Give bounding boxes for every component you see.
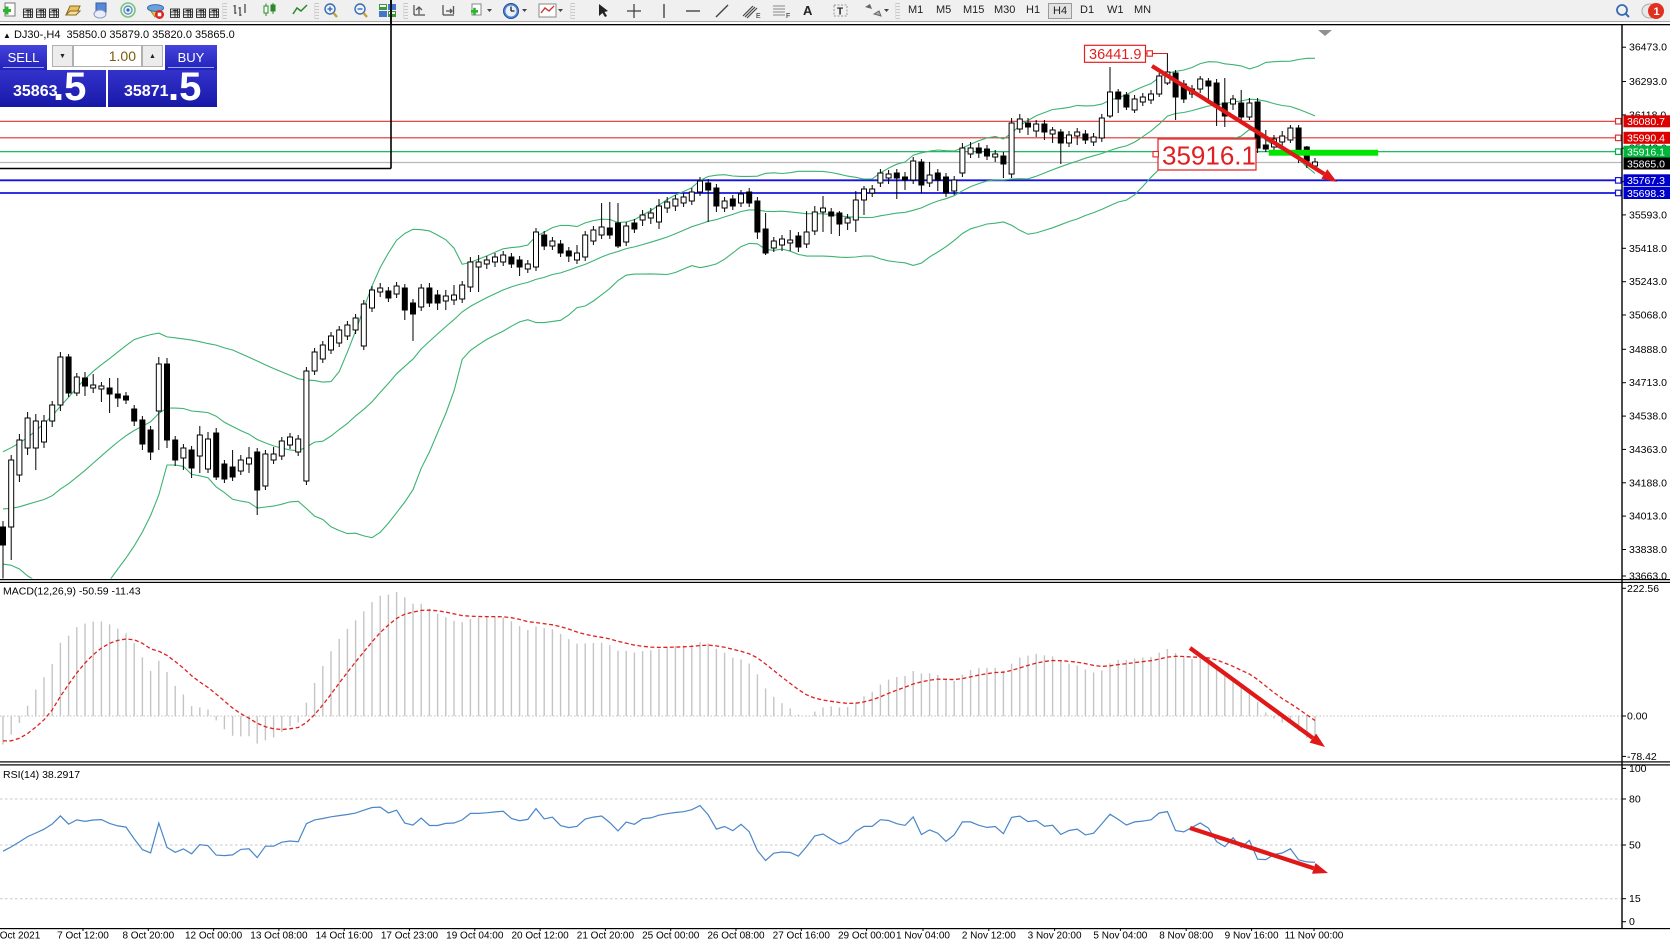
svg-text:3 Nov 20:00: 3 Nov 20:00 xyxy=(1028,931,1082,942)
svg-text:11 Nov 00:00: 11 Nov 00:00 xyxy=(1285,931,1344,942)
svg-text:7 Oct 12:00: 7 Oct 12:00 xyxy=(57,931,109,942)
svg-text:80: 80 xyxy=(1629,794,1641,806)
svg-text:35916.1: 35916.1 xyxy=(1162,141,1256,171)
svg-text:Oct 2021: Oct 2021 xyxy=(0,931,41,942)
svg-text:35418.0: 35418.0 xyxy=(1629,243,1667,255)
svg-text:5 Nov 04:00: 5 Nov 04:00 xyxy=(1093,931,1147,942)
svg-text:13 Oct 08:00: 13 Oct 08:00 xyxy=(250,931,308,942)
svg-text:29 Oct 00:00: 29 Oct 00:00 xyxy=(838,931,896,942)
svg-text:35068.0: 35068.0 xyxy=(1629,310,1667,322)
svg-text:34713.0: 34713.0 xyxy=(1629,377,1667,389)
svg-text:8 Nov 08:00: 8 Nov 08:00 xyxy=(1159,931,1213,942)
svg-text:35916.1: 35916.1 xyxy=(1627,147,1665,159)
svg-text:35243.0: 35243.0 xyxy=(1629,276,1667,288)
svg-text:15: 15 xyxy=(1629,893,1641,905)
svg-text:8 Oct 20:00: 8 Oct 20:00 xyxy=(122,931,174,942)
svg-text:12 Oct 00:00: 12 Oct 00:00 xyxy=(185,931,243,942)
svg-text:T: T xyxy=(837,7,843,18)
svg-text:35767.3: 35767.3 xyxy=(1627,175,1665,187)
svg-text:36441.9: 36441.9 xyxy=(1089,47,1141,63)
svg-text:36080.7: 36080.7 xyxy=(1627,116,1665,128)
svg-text:MACD(12,26,9) -50.59 -11.43: MACD(12,26,9) -50.59 -11.43 xyxy=(3,586,141,598)
svg-text:0: 0 xyxy=(1629,916,1635,928)
svg-text:19 Oct 04:00: 19 Oct 04:00 xyxy=(446,931,504,942)
svg-text:34888.0: 34888.0 xyxy=(1629,344,1667,356)
svg-text:34363.0: 34363.0 xyxy=(1629,444,1667,456)
svg-text:33663.0: 33663.0 xyxy=(1629,571,1667,583)
svg-text:F: F xyxy=(786,13,790,20)
svg-text:-78.42: -78.42 xyxy=(1627,751,1657,763)
svg-text:35698.3: 35698.3 xyxy=(1627,188,1665,200)
svg-text:35865.0: 35865.0 xyxy=(1627,158,1665,170)
svg-text:34538.0: 34538.0 xyxy=(1629,411,1667,423)
svg-text:0.00: 0.00 xyxy=(1627,711,1648,723)
svg-text:34188.0: 34188.0 xyxy=(1629,477,1667,489)
svg-text:2 Nov 12:00: 2 Nov 12:00 xyxy=(962,931,1016,942)
svg-text:222.56: 222.56 xyxy=(1627,583,1659,595)
svg-text:1 Nov 04:00: 1 Nov 04:00 xyxy=(896,931,950,942)
svg-text:36473.0: 36473.0 xyxy=(1629,42,1667,54)
svg-text:14 Oct 16:00: 14 Oct 16:00 xyxy=(316,931,374,942)
svg-text:RSI(14) 38.2917: RSI(14) 38.2917 xyxy=(3,769,80,781)
svg-text:100: 100 xyxy=(1629,763,1647,775)
svg-text:1: 1 xyxy=(1654,6,1660,18)
svg-text:17 Oct 23:00: 17 Oct 23:00 xyxy=(381,931,439,942)
svg-text:E: E xyxy=(756,13,761,20)
svg-text:33838.0: 33838.0 xyxy=(1629,544,1667,556)
svg-text:50: 50 xyxy=(1629,840,1641,852)
svg-text:34013.0: 34013.0 xyxy=(1629,511,1667,523)
svg-text:35593.0: 35593.0 xyxy=(1629,209,1667,221)
svg-text:35990.4: 35990.4 xyxy=(1627,133,1665,145)
svg-text:9 Nov 16:00: 9 Nov 16:00 xyxy=(1225,931,1279,942)
svg-text:36293.0: 36293.0 xyxy=(1629,76,1667,88)
svg-text:27 Oct 16:00: 27 Oct 16:00 xyxy=(773,931,831,942)
svg-text:21 Oct 20:00: 21 Oct 20:00 xyxy=(577,931,635,942)
svg-text:25 Oct 00:00: 25 Oct 00:00 xyxy=(642,931,700,942)
svg-text:20 Oct 12:00: 20 Oct 12:00 xyxy=(511,931,569,942)
svg-text:26 Oct 08:00: 26 Oct 08:00 xyxy=(707,931,765,942)
